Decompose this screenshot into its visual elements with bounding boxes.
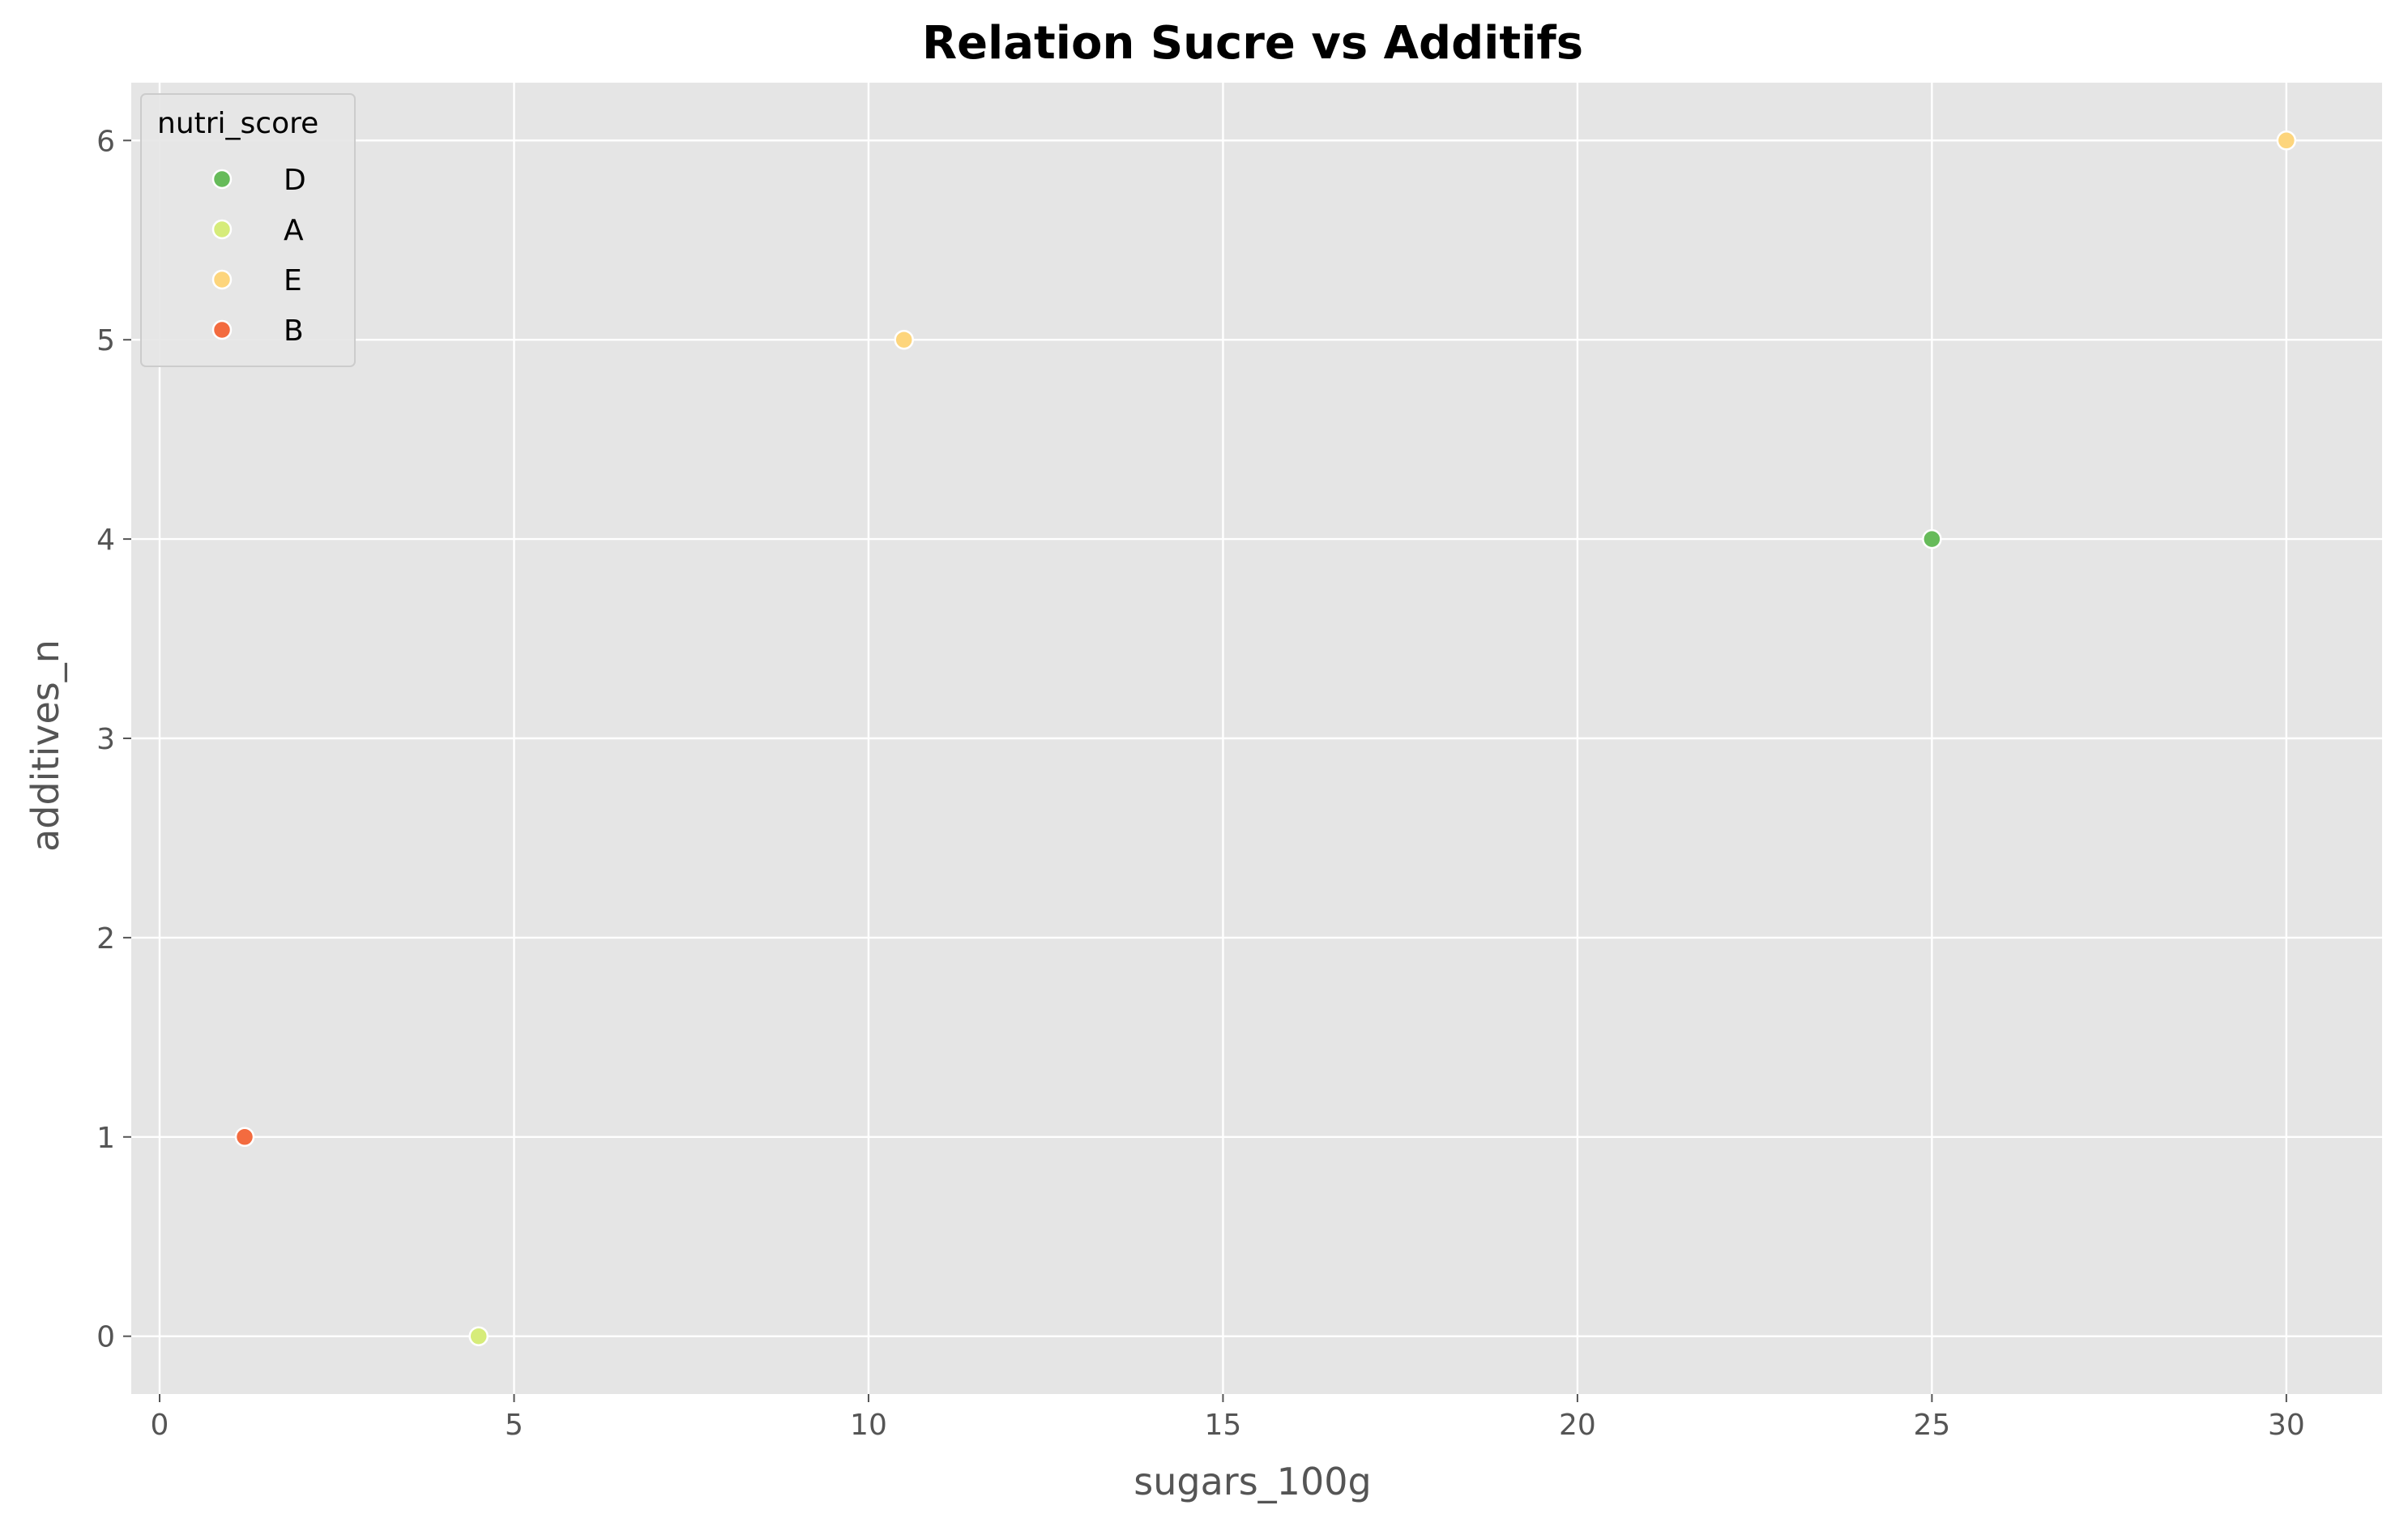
x-tick-label: 20	[1559, 1409, 1596, 1442]
data-points	[234, 130, 2297, 1346]
legend-marker-b	[211, 319, 233, 340]
x-tick-label: 5	[505, 1409, 523, 1442]
x-tick-label: 15	[1205, 1409, 1242, 1442]
legend-marker-e	[211, 269, 233, 290]
y-tick-label: 5	[96, 324, 115, 357]
y-tick-label: 6	[96, 125, 115, 158]
axis-ticks: 0 5 10 15 20 25 30 0 1 2 3 4 5 6	[96, 125, 2305, 1442]
legend-label-b: B	[284, 314, 304, 348]
y-tick-label: 3	[96, 723, 115, 756]
data-point-d	[1922, 528, 1942, 550]
y-axis-label: additives_n	[23, 639, 67, 852]
x-tick-label: 25	[1913, 1409, 1950, 1442]
y-tick-label: 2	[96, 922, 115, 956]
x-tick-label: 30	[2268, 1409, 2305, 1442]
y-tick-label: 0	[96, 1321, 115, 1354]
legend-label-a: A	[284, 214, 304, 247]
data-point-a	[468, 1326, 489, 1346]
x-tick-label: 10	[850, 1409, 887, 1442]
legend-marker-a	[211, 219, 233, 240]
legend-marker-d	[211, 169, 233, 190]
legend-frame	[140, 93, 356, 367]
data-point-e	[2276, 130, 2297, 151]
y-tick-label: 4	[96, 524, 115, 557]
grid-lines	[131, 83, 2382, 1394]
data-point-e	[894, 329, 914, 350]
y-tick-label: 1	[96, 1122, 115, 1155]
legend-label-d: D	[284, 164, 306, 197]
legend-label-e: E	[284, 264, 302, 297]
x-axis-label: sugars_100g	[1134, 1460, 1371, 1503]
data-point-b	[234, 1127, 255, 1148]
x-tick-label: 0	[151, 1409, 169, 1442]
chart-title: Relation Sucre vs Additifs	[922, 17, 1583, 70]
legend-title: nutri_score	[157, 107, 318, 140]
